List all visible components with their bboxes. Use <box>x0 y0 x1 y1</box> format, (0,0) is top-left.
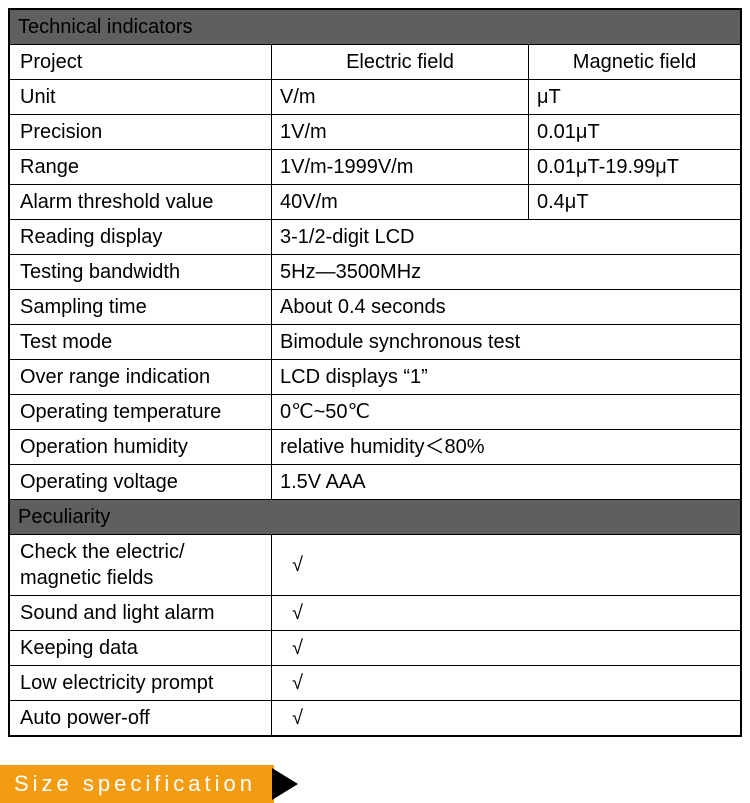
section-title-technical: Technical indicators <box>9 9 272 45</box>
row-alarm: Alarm threshold value 40V/m 0.4μT <box>9 185 741 220</box>
row-sampling: Sampling time About 0.4 seconds <box>9 290 741 325</box>
check-feature-1: √ <box>272 535 742 596</box>
value-temperature: 0℃~50℃ <box>272 395 742 430</box>
precision-electric: 1V/m <box>272 115 529 150</box>
header-electric: Electric field <box>272 45 529 80</box>
spec-table: Technical indicators Project Electric fi… <box>8 8 742 737</box>
row-precision: Precision 1V/m 0.01μT <box>9 115 741 150</box>
label-testmode: Test mode <box>9 325 272 360</box>
value-testmode: Bimodule synchronous test <box>272 325 742 360</box>
check-feature-3: √ <box>272 631 742 666</box>
label-bandwidth: Testing bandwidth <box>9 255 272 290</box>
row-testmode: Test mode Bimodule synchronous test <box>9 325 741 360</box>
check-feature-5: √ <box>272 701 742 737</box>
size-specification-bar: Size specification <box>0 765 750 803</box>
value-voltage: 1.5V AAA <box>272 465 742 500</box>
value-sampling: About 0.4 seconds <box>272 290 742 325</box>
row-bandwidth: Testing bandwidth 5Hz—3500MHz <box>9 255 741 290</box>
unit-magnetic: μT <box>529 80 742 115</box>
range-electric: 1V/m-1999V/m <box>272 150 529 185</box>
alarm-electric: 40V/m <box>272 185 529 220</box>
label-humidity: Operation humidity <box>9 430 272 465</box>
label-unit: Unit <box>9 80 272 115</box>
row-unit: Unit V/m μT <box>9 80 741 115</box>
label-feature-1: Check the electric/ magnetic fields <box>9 535 272 596</box>
row-reading: Reading display 3-1/2-digit LCD <box>9 220 741 255</box>
label-feature-3: Keeping data <box>9 631 272 666</box>
section-technical: Technical indicators <box>9 9 741 45</box>
section-title-peculiarity: Peculiarity <box>9 500 272 535</box>
alarm-magnetic: 0.4μT <box>529 185 742 220</box>
label-reading: Reading display <box>9 220 272 255</box>
row-feature-4: Low electricity prompt √ <box>9 666 741 701</box>
size-specification-label: Size specification <box>0 765 274 803</box>
section-peculiarity: Peculiarity <box>9 500 741 535</box>
header-magnetic: Magnetic field <box>529 45 742 80</box>
label-temperature: Operating temperature <box>9 395 272 430</box>
section-fill <box>272 9 742 45</box>
range-magnetic: 0.01μT-19.99μT <box>529 150 742 185</box>
value-humidity: relative humidity＜80% <box>272 430 742 465</box>
label-sampling: Sampling time <box>9 290 272 325</box>
label-feature-4: Low electricity prompt <box>9 666 272 701</box>
label-voltage: Operating voltage <box>9 465 272 500</box>
label-alarm: Alarm threshold value <box>9 185 272 220</box>
row-temperature: Operating temperature 0℃~50℃ <box>9 395 741 430</box>
check-feature-4: √ <box>272 666 742 701</box>
label-feature-2: Sound and light alarm <box>9 596 272 631</box>
row-feature-2: Sound and light alarm √ <box>9 596 741 631</box>
row-voltage: Operating voltage 1.5V AAA <box>9 465 741 500</box>
arrow-right-icon <box>272 768 298 800</box>
row-overrange: Over range indication LCD displays “1” <box>9 360 741 395</box>
precision-magnetic: 0.01μT <box>529 115 742 150</box>
check-feature-2: √ <box>272 596 742 631</box>
header-project: Project <box>9 45 272 80</box>
column-headers-row: Project Electric field Magnetic field <box>9 45 741 80</box>
label-overrange: Over range indication <box>9 360 272 395</box>
unit-electric: V/m <box>272 80 529 115</box>
row-feature-1: Check the electric/ magnetic fields √ <box>9 535 741 596</box>
value-bandwidth: 5Hz—3500MHz <box>272 255 742 290</box>
row-feature-5: Auto power-off √ <box>9 701 741 737</box>
row-humidity: Operation humidity relative humidity＜80% <box>9 430 741 465</box>
row-feature-3: Keeping data √ <box>9 631 741 666</box>
section-fill-2 <box>272 500 742 535</box>
value-reading: 3-1/2-digit LCD <box>272 220 742 255</box>
label-range: Range <box>9 150 272 185</box>
row-range: Range 1V/m-1999V/m 0.01μT-19.99μT <box>9 150 741 185</box>
label-feature-5: Auto power-off <box>9 701 272 737</box>
label-precision: Precision <box>9 115 272 150</box>
value-overrange: LCD displays “1” <box>272 360 742 395</box>
